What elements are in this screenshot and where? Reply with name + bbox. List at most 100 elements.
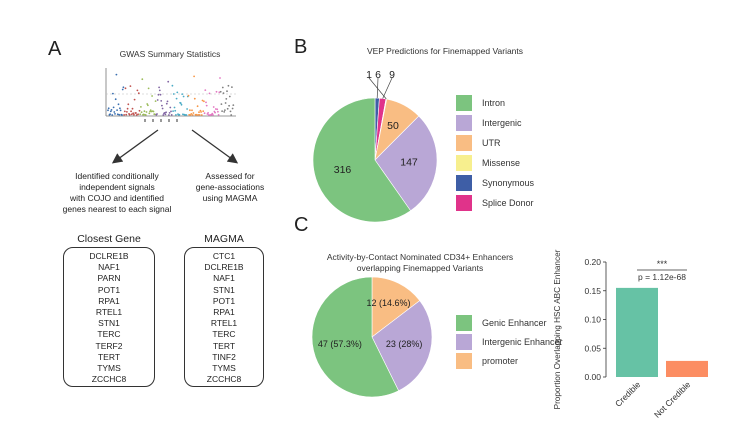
manhattan-dot <box>165 102 168 105</box>
manhattan-dot <box>219 90 222 93</box>
manhattan-dot <box>214 111 216 114</box>
gwas-title: GWAS Summary Statistics <box>119 49 221 59</box>
manhattan-dot <box>164 113 167 116</box>
closest-gene-item: TERT <box>97 351 121 362</box>
legend-swatch <box>456 95 472 111</box>
panel-b-letter: B <box>294 36 308 58</box>
magma-gene-item: NAF1 <box>213 273 235 284</box>
closest-gene-item: RPA1 <box>98 295 120 306</box>
manhattan-dot <box>162 114 165 116</box>
manhattan-dot <box>141 78 144 81</box>
manhattan-dot <box>126 111 128 113</box>
manhattan-ticks <box>144 119 178 122</box>
manhattan-dot <box>147 87 150 90</box>
manhattan-dot <box>158 86 160 89</box>
magma-title: MAGMA <box>204 233 244 245</box>
manhattan-dot <box>207 112 209 114</box>
manhattan-plot-thumbnail <box>105 68 236 122</box>
closest-gene-box: DCLRE1B NAF1 PARN POT1 RPA1 RTEL1 STN1 TERC TERF… <box>63 247 155 387</box>
cojo-line-4: genes nearest to each signal <box>62 204 172 214</box>
abc-pie-chart: 12 (14.6%) 23 (28%) 47 (57.3%) <box>311 276 433 398</box>
pie-label: 23 (28%) <box>386 339 423 349</box>
manhattan-dot <box>109 113 111 116</box>
manhattan-dot <box>109 110 112 113</box>
manhattan-dot <box>218 91 221 94</box>
manhattan-dot <box>116 113 119 116</box>
manhattan-dot <box>160 100 163 102</box>
magma-line-3: using MAGMA <box>202 193 258 203</box>
manhattan-dot <box>139 113 142 116</box>
magma-gene-box: CTC1 DCLRE1B NAF1 STN1 POT1 RPA1 RTEL1 TERC TERT… <box>184 247 264 387</box>
legend-item: UTR <box>456 135 534 151</box>
manhattan-dot <box>112 106 115 109</box>
manhattan-dot <box>229 110 232 113</box>
manhattan-dot <box>143 110 146 113</box>
magma-gene-item: RPA1 <box>213 307 235 318</box>
legend-item: Synonymous <box>456 175 534 191</box>
pie-slice-intergenic <box>374 115 438 212</box>
legend-label: Intergenic <box>482 118 522 128</box>
pie-slice-intergenic-enhancer <box>371 300 433 392</box>
y-tick-label: 0.10 <box>584 315 601 325</box>
legend-item: Intergenic <box>456 115 534 131</box>
manhattan-dot <box>138 109 141 112</box>
manhattan-dot <box>176 91 179 94</box>
manhattan-dot <box>224 109 226 111</box>
arrow-right <box>191 129 239 164</box>
manhattan-dot <box>156 99 159 101</box>
manhattan-dot <box>140 111 143 114</box>
manhattan-dot <box>222 92 225 94</box>
manhattan-dot <box>192 112 195 114</box>
x-tick-label: Not Credible <box>652 379 693 420</box>
manhattan-dot <box>124 87 127 90</box>
legend-swatch <box>456 175 472 191</box>
manhattan-dot <box>107 109 109 112</box>
manhattan-dot <box>119 109 122 112</box>
magma-gene-item: RTEL1 <box>210 318 238 329</box>
manhattan-dot <box>179 102 182 105</box>
manhattan-dot <box>231 107 234 110</box>
manhattan-dot <box>175 97 178 100</box>
magma-gene-item: POT1 <box>212 295 236 306</box>
manhattan-dot <box>178 113 181 116</box>
panel-c-letter: C <box>294 214 309 236</box>
manhattan-dot <box>193 97 196 100</box>
manhattan-dot <box>186 108 188 110</box>
closest-gene-item: DCLRE1B <box>89 251 129 261</box>
closest-gene-title: Closest Gene <box>77 233 141 245</box>
abc-title-line-2: overlapping Finemapped Variants <box>356 263 484 273</box>
manhattan-dot <box>215 90 218 93</box>
manhattan-dot <box>148 112 151 115</box>
manhattan-dot <box>198 114 201 116</box>
manhattan-dot <box>172 93 175 95</box>
abc-title-line-1: Activity-by-Contact Nominated CD34+ Enha… <box>326 252 514 262</box>
manhattan-dot <box>220 103 223 105</box>
cojo-line-3: with COJO and identified <box>69 193 165 203</box>
manhattan-dot <box>159 93 162 96</box>
manhattan-dot <box>171 84 174 87</box>
manhattan-dot <box>132 112 135 115</box>
manhattan-dot <box>118 113 121 116</box>
manhattan-dot <box>219 77 221 79</box>
pie-label: 50 <box>387 120 399 132</box>
magma-description: Assessed for gene-associations using MAG… <box>185 171 275 204</box>
arrow-left <box>111 129 159 164</box>
vep-pie-slices <box>312 97 438 223</box>
manhattan-dot <box>198 111 200 114</box>
manhattan-dot <box>201 99 204 102</box>
x-tick-label: Credible <box>613 379 643 409</box>
manhattan-dot <box>161 104 163 107</box>
manhattan-dot <box>137 113 139 116</box>
manhattan-dot <box>130 110 132 113</box>
legend-item: Intergenic Enhancer <box>456 334 563 350</box>
magma-gene-item: TERC <box>212 329 236 340</box>
manhattan-dot <box>232 104 235 106</box>
closest-gene-item: PARN <box>97 273 121 284</box>
magma-gene-item: CTC1 <box>212 251 236 261</box>
manhattan-dot <box>182 95 185 98</box>
manhattan-dot <box>230 114 233 116</box>
manhattan-dot <box>212 106 215 108</box>
manhattan-dot <box>228 95 231 98</box>
manhattan-dot <box>110 109 113 111</box>
manhattan-dot <box>188 113 191 116</box>
